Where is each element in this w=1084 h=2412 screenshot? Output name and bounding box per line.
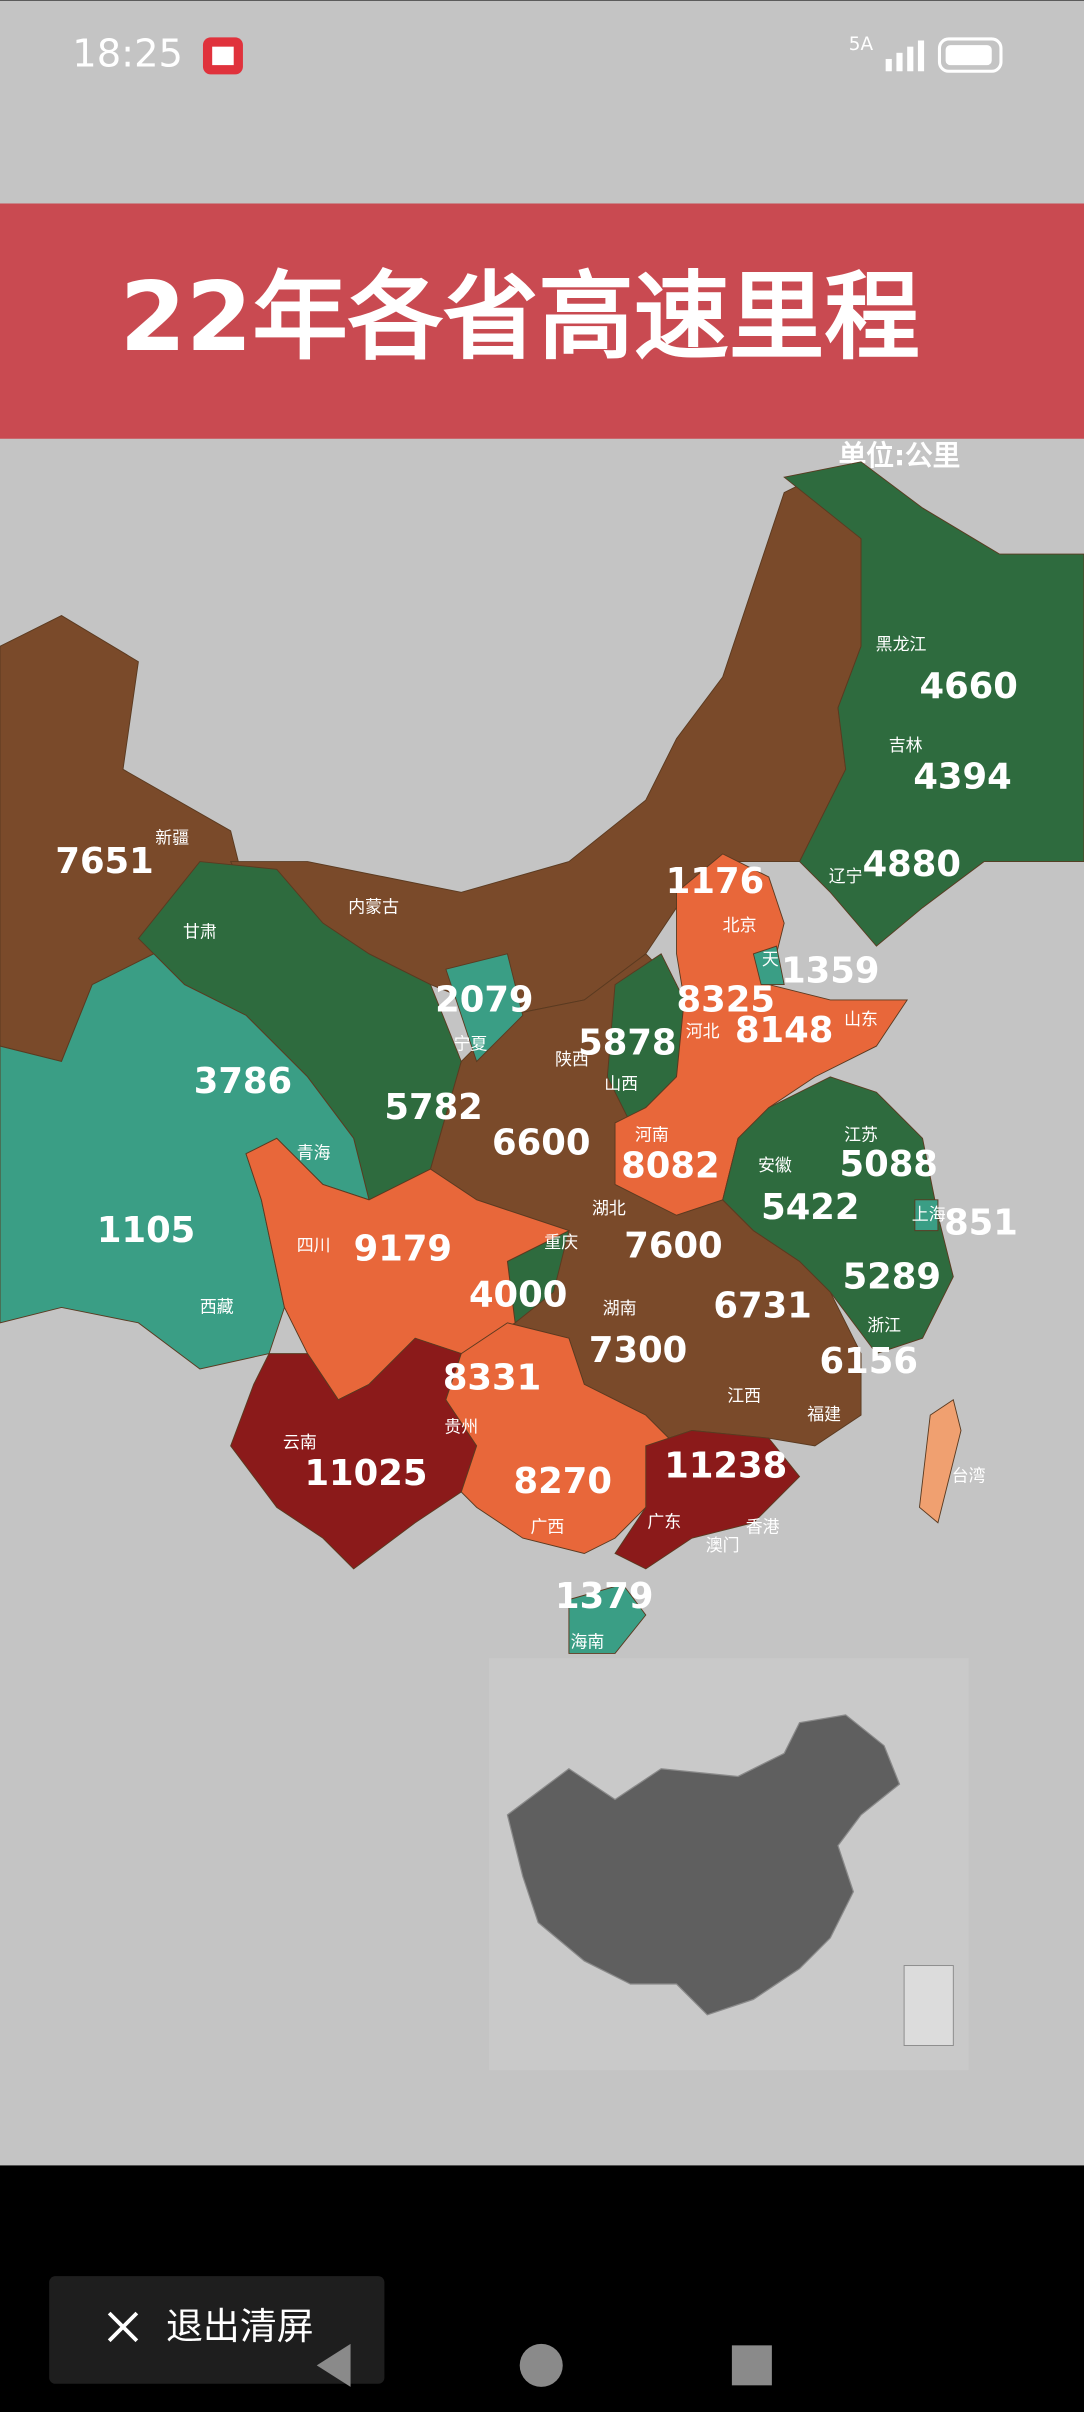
region-value: 7300 <box>589 1330 687 1371</box>
region-label: 青海 <box>297 1143 331 1163</box>
nav-recent[interactable] <box>731 2345 772 2386</box>
region-value: 6156 <box>820 1341 918 1382</box>
region-label: 上海 <box>912 1204 946 1224</box>
region-values: 7651 3786 1105 9179 11025 8331 8270 1123… <box>55 666 1018 1617</box>
region-label: 云南 <box>283 1432 317 1452</box>
region-value: 5422 <box>761 1187 859 1228</box>
region-label: 浙江 <box>867 1315 901 1335</box>
region-label: 广东 <box>647 1512 681 1532</box>
region-label: 内蒙古 <box>348 897 399 917</box>
region-value: 8325 <box>677 980 775 1021</box>
region-label: 西藏 <box>200 1296 234 1316</box>
region-label: 黑龙江 <box>876 634 927 654</box>
region-value: 8082 <box>621 1146 719 1187</box>
region-value: 4660 <box>919 666 1017 707</box>
app-icon-glyph <box>212 46 234 66</box>
region-label: 辽宁 <box>829 866 863 886</box>
region-label: 甘肃 <box>183 921 217 941</box>
network-type: 5A <box>849 34 874 55</box>
region-value: 9179 <box>354 1229 452 1270</box>
nav-home[interactable] <box>519 2343 563 2387</box>
region-label: 山东 <box>844 1009 878 1029</box>
region-label: 海南 <box>570 1632 604 1652</box>
region-value: 2079 <box>435 980 533 1021</box>
region-value: 5289 <box>843 1256 941 1297</box>
region-value: 1105 <box>97 1210 195 1251</box>
region-value: 3786 <box>194 1061 292 1102</box>
region-label: 新疆 <box>155 828 189 848</box>
region-value: 5782 <box>384 1087 482 1128</box>
region-label: 广西 <box>530 1516 564 1536</box>
region-shape <box>445 953 524 1063</box>
button-bg[interactable] <box>49 2276 385 2384</box>
region-label: 河北 <box>686 1021 720 1041</box>
region-shape <box>445 1322 678 1554</box>
region-value: 8270 <box>514 1461 612 1502</box>
region-label: 澳门 <box>706 1535 740 1555</box>
battery-icon <box>937 37 1003 73</box>
region-label: 山西 <box>604 1074 638 1094</box>
region-label: 宁夏 <box>454 1034 488 1054</box>
region-value: 5878 <box>578 1023 676 1064</box>
minimap-inset <box>903 1965 954 2046</box>
title: 22年各省高速里程 <box>120 263 920 373</box>
region-shape <box>568 1583 647 1654</box>
region-shape <box>914 1199 939 1232</box>
region-value: 4880 <box>863 844 961 885</box>
region-label: 福建 <box>807 1404 841 1424</box>
region-label: 陕西 <box>555 1049 589 1069</box>
signal-icon <box>885 40 925 72</box>
region-label: 贵州 <box>444 1416 478 1436</box>
region-label: 江西 <box>727 1386 761 1406</box>
region-value: 6731 <box>713 1285 811 1326</box>
minimap-china <box>506 1714 901 2016</box>
region-label: 四川 <box>297 1235 331 1255</box>
exit-clear-button[interactable]: 退出清屏 <box>49 2276 385 2384</box>
region-label: 香港 <box>746 1516 780 1536</box>
region-shape <box>783 461 1084 947</box>
region-value: 11238 <box>664 1445 787 1486</box>
region-value: 851 <box>944 1202 1018 1243</box>
region-label: 江苏 <box>844 1124 878 1144</box>
region-value: 8148 <box>735 1010 833 1051</box>
region-value: 1176 <box>666 861 764 902</box>
button-label[interactable]: 退出清屏 <box>166 2305 314 2348</box>
region-value: 7651 <box>55 841 153 882</box>
region-shape <box>245 1137 571 1401</box>
region-label: 天 <box>762 949 779 969</box>
region-shape <box>752 945 785 986</box>
region-value: 5088 <box>840 1144 938 1185</box>
region-label: 吉林 <box>889 735 923 755</box>
region-value: 6600 <box>492 1122 590 1163</box>
status-time: 18:25 <box>72 31 183 76</box>
region-label: 湖南 <box>603 1298 637 1318</box>
map <box>0 461 1084 1654</box>
region-value: 4000 <box>469 1275 567 1316</box>
region-label: 台湾 <box>952 1466 986 1486</box>
region-value: 7600 <box>624 1226 722 1267</box>
region-value: 1359 <box>781 950 879 991</box>
region-value: 11025 <box>304 1453 427 1494</box>
region-label: 安徽 <box>758 1155 792 1175</box>
region-labels: 新疆 内蒙古 甘肃 青海 西藏 四川 云南 贵州 广西 广东 海南 香港 澳门 … <box>155 634 985 1652</box>
region-label: 北京 <box>723 915 757 935</box>
region-shape <box>722 1076 954 1355</box>
region-label: 湖北 <box>592 1198 626 1218</box>
nav-back[interactable] <box>316 2343 351 2387</box>
close-icon[interactable] <box>107 2311 139 2343</box>
region-value: 1379 <box>555 1576 653 1617</box>
region-label: 河南 <box>635 1124 669 1144</box>
region-label: 重庆 <box>544 1232 578 1252</box>
region-value: 8331 <box>443 1358 541 1399</box>
region-shape <box>614 1430 801 1570</box>
region-value: 4394 <box>913 757 1011 798</box>
region-shape <box>918 1398 962 1524</box>
title-band <box>0 203 1084 439</box>
battery-level <box>945 45 992 66</box>
